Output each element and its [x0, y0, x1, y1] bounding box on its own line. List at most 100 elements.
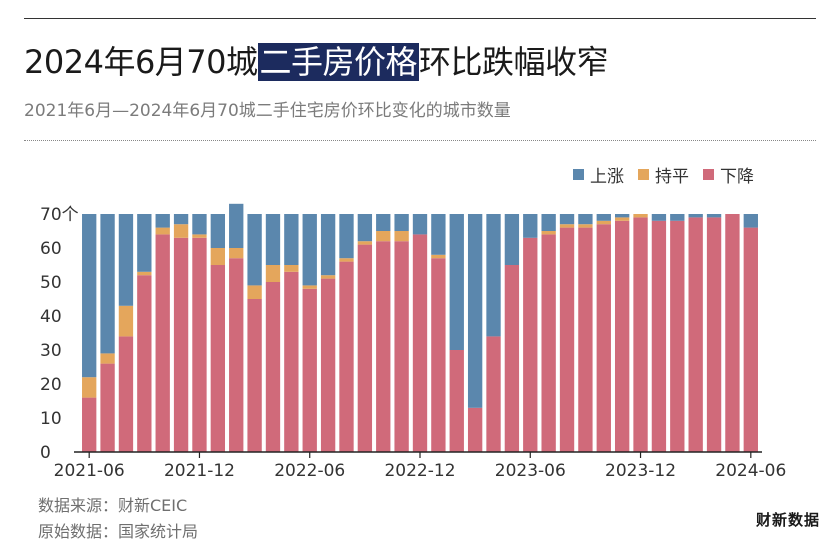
bar-segment-down [284, 271, 299, 452]
chart-title: 2024年6月70城二手房价格环比跌幅收窄 [24, 40, 609, 84]
bar-segment-down [137, 275, 152, 452]
bar-segment-down [82, 397, 97, 452]
bar-segment-down [504, 265, 520, 452]
x-tick-label: 2021-06 [54, 461, 125, 481]
y-tick-label: 60 [40, 239, 62, 259]
bar-segment-down [670, 220, 685, 452]
chart-subtitle: 2021年6月—2024年6月70城二手住宅房价环比变化的城市数量 [24, 101, 511, 121]
bar-segment-up [82, 214, 97, 378]
bar-segment-flat [82, 377, 97, 398]
bar-segment-down [192, 237, 207, 452]
bar-segment-flat [596, 220, 611, 225]
y-tick-label: 20 [40, 375, 62, 395]
bar-segment-flat [137, 271, 152, 276]
bar-segment-flat [192, 234, 207, 238]
bar-segment-down [523, 237, 538, 452]
bar-segment-down [155, 234, 170, 452]
y-tick-label: 0 [40, 443, 51, 463]
data-source: 数据来源：财新CEIC [38, 496, 188, 515]
bar-segment-down [467, 407, 483, 452]
bar-segment-up [173, 214, 189, 225]
bar-segment-down [651, 220, 667, 452]
x-tick-label: 2024-06 [715, 461, 786, 481]
bar-segment-flat [284, 265, 299, 272]
y-tick-label: 30 [40, 341, 62, 361]
raw-data-source: 原始数据：国家统计局 [38, 522, 199, 541]
legend-swatch-down [703, 169, 714, 180]
bar-segment-flat [229, 248, 244, 259]
bar-segment-up [247, 214, 262, 286]
legend-item-down: 下降 [703, 162, 754, 187]
legend-item-flat: 持平 [638, 162, 689, 187]
legend-label-flat: 持平 [655, 167, 689, 187]
bar-segment-down [431, 258, 446, 452]
bar-segment-down [229, 258, 244, 452]
bar-segment-down [688, 217, 703, 452]
bar-segment-flat [265, 265, 281, 282]
title-suffix: 环比跌幅收窄 [419, 43, 609, 81]
y-tick-label: 10 [40, 409, 62, 429]
bar-segment-down [743, 227, 758, 452]
bar-segment-up [743, 214, 758, 228]
bar-segment-flat [578, 224, 593, 228]
bar-segment-down [486, 336, 501, 452]
bar-segment-up [229, 203, 244, 248]
x-tick-label: 2022-12 [384, 461, 455, 481]
x-tick-label: 2022-06 [274, 461, 345, 481]
bar-segment-up [706, 214, 722, 218]
bar-segment-up [302, 214, 317, 286]
bar-segment-up [467, 214, 483, 408]
bar-segment-down [559, 227, 575, 452]
bar-segment-flat [357, 241, 373, 245]
bar-segment-down [596, 224, 611, 452]
bar-segment-up [284, 214, 299, 265]
legend-label-down: 下降 [720, 167, 754, 187]
x-tick-label: 2021-12 [164, 461, 235, 481]
bar-segment-flat [155, 227, 170, 235]
bar-segment-down [412, 234, 428, 452]
caixin-data-logo: 财新数据 [755, 511, 820, 529]
bar-segment-flat [614, 217, 630, 221]
title-prefix: 2024年6月70城 [24, 43, 258, 81]
bar-segment-flat [173, 224, 189, 238]
legend: 上涨 持平 下降 [573, 162, 754, 187]
bar-segment-up [394, 214, 409, 231]
bar-segment-up [541, 214, 556, 231]
bar-segment-up [100, 214, 115, 354]
bar-segment-up [688, 214, 703, 218]
legend-label-up: 上涨 [590, 167, 624, 187]
bar-segment-up [155, 214, 170, 228]
bar-segment-down [210, 265, 226, 452]
bar-segment-down [173, 237, 189, 452]
x-tick-label: 2023-12 [605, 461, 676, 481]
bar-segment-down [394, 241, 409, 452]
bar-segment-flat [559, 224, 575, 228]
x-tick-label: 2023-06 [495, 461, 566, 481]
bar-segment-up [192, 214, 207, 235]
bar-segment-flat [394, 231, 409, 242]
bar-segment-down [320, 278, 336, 452]
bar-segment-up [320, 214, 336, 276]
bar-segment-flat [302, 285, 317, 289]
bar-segment-up [651, 214, 667, 221]
top-rule [24, 18, 816, 19]
bar-segment-up [449, 214, 464, 350]
bar-segment-down [614, 220, 630, 452]
bar-segment-down [449, 350, 464, 452]
bar-segment-flat [118, 305, 134, 337]
bar-segment-up [559, 214, 575, 225]
bar-segment-down [578, 227, 593, 452]
bar-segment-up [210, 214, 226, 248]
y-tick-label: 50 [40, 273, 62, 293]
bar-segment-up [486, 214, 501, 337]
legend-item-up: 上涨 [573, 162, 624, 187]
bar-segment-up [357, 214, 373, 242]
y-tick-label: 70个 [40, 205, 79, 225]
bar-segment-flat [320, 275, 336, 279]
bar-segment-up [137, 214, 152, 272]
bar-segment-up [504, 214, 520, 265]
bar-segment-up [578, 214, 593, 225]
bar-segment-up [118, 214, 134, 306]
bar-segment-down [247, 299, 262, 452]
bar-segment-up [412, 214, 428, 235]
